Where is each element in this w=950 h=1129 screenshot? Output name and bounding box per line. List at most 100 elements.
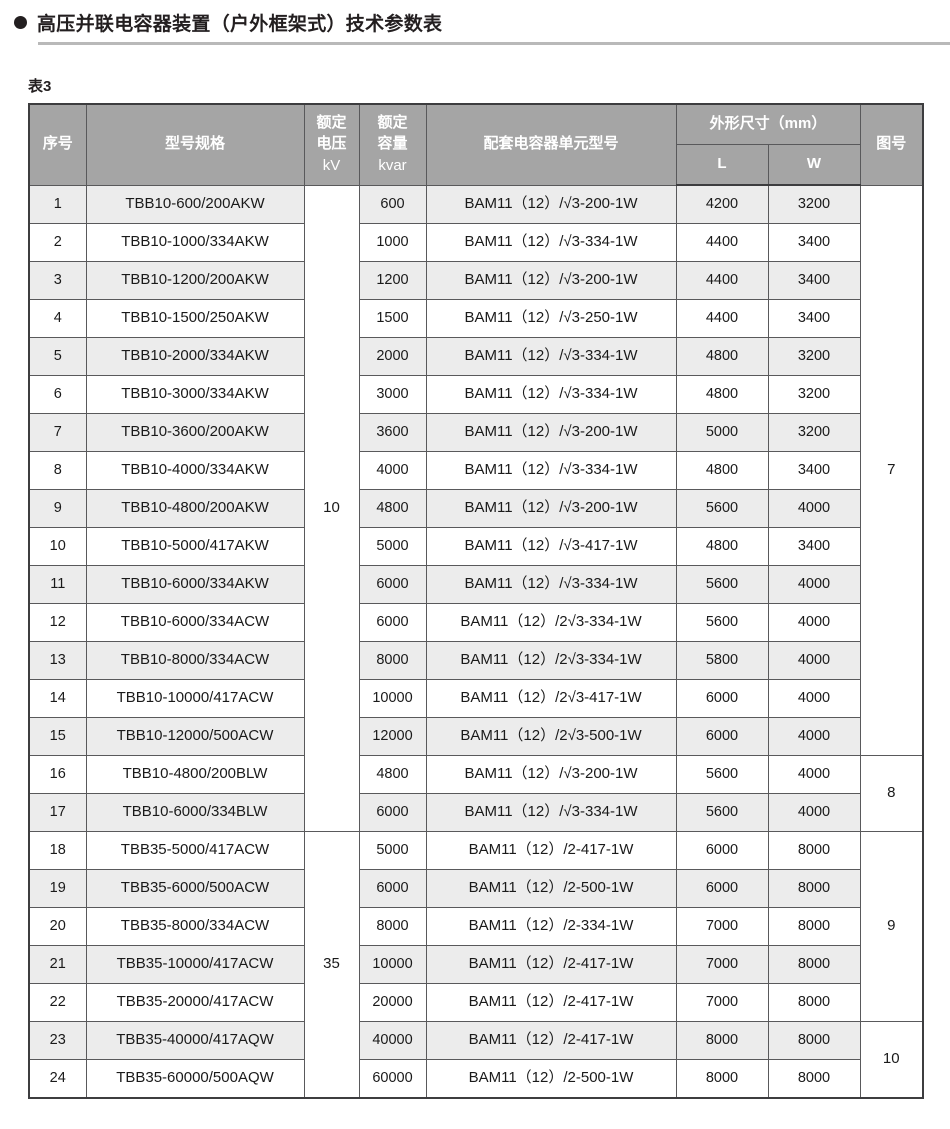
cell-index: 7 bbox=[28, 412, 87, 452]
cell-index: 5 bbox=[28, 336, 87, 376]
table-row: 2 TBB10-1000/334AKW 1000 BAM11（12）/√3-334-1… bbox=[28, 222, 923, 262]
cell-dim-l: 4400 bbox=[675, 260, 769, 300]
cell-model: TBB35-60000/500AQW bbox=[85, 1058, 305, 1098]
cell-rated-capacity: 10000 bbox=[358, 944, 427, 984]
cell-model: TBB10-3600/200AKW bbox=[85, 412, 305, 452]
cell-rated-capacity: 5000 bbox=[358, 526, 427, 566]
cell-unit-model: BAM11（12）/2-417-1W bbox=[425, 982, 677, 1022]
cell-model: TBB10-12000/500ACW bbox=[85, 716, 305, 756]
cell-rated-capacity: 10000 bbox=[358, 678, 427, 718]
cell-dim-w: 8000 bbox=[767, 982, 861, 1022]
cell-model: TBB10-4800/200BLW bbox=[85, 754, 305, 794]
cell-index: 15 bbox=[28, 716, 87, 756]
table-row: 23 TBB35-40000/417AQW 40000 BAM11（12）/2-417… bbox=[28, 1020, 924, 1098]
cell-index: 9 bbox=[28, 488, 87, 528]
cell-unit-model: BAM11（12）/2√3-334-1W bbox=[425, 640, 677, 680]
cell-dim-w: 4000 bbox=[767, 640, 861, 680]
cell-unit-model: BAM11（12）/2-500-1W bbox=[425, 868, 677, 908]
table-row: 4 TBB10-1500/250AKW 1500 BAM11（12）/√3-250-1… bbox=[28, 298, 923, 338]
cell-rated-capacity: 20000 bbox=[358, 982, 427, 1022]
cell-unit-model: BAM11（12）/2√3-417-1W bbox=[425, 678, 677, 718]
cell-rated-capacity: 1500 bbox=[358, 298, 427, 338]
cell-dim-l: 5600 bbox=[675, 754, 769, 794]
cell-index: 2 bbox=[28, 222, 87, 262]
cell-model: TBB10-3000/334AKW bbox=[85, 374, 305, 414]
table-row: 13 TBB10-8000/334ACW 8000 BAM11（12）/2√3-334… bbox=[28, 640, 923, 680]
cell-rated-capacity: 6000 bbox=[358, 792, 427, 832]
cell-rated-capacity: 4000 bbox=[358, 450, 427, 490]
cell-unit-model: BAM11（12）/2√3-500-1W bbox=[425, 716, 677, 756]
cell-rated-capacity: 8000 bbox=[358, 906, 427, 946]
cell-unit-model: BAM11（12）/2-500-1W bbox=[425, 1058, 677, 1098]
cell-dim-l: 6000 bbox=[675, 868, 769, 908]
cell-model: TBB35-10000/417ACW bbox=[85, 944, 305, 984]
table-row: 5 TBB10-2000/334AKW 2000 BAM11（12）/√3-334-1… bbox=[28, 336, 923, 376]
cell-dim-l: 4200 bbox=[675, 184, 769, 224]
table-row: 7 TBB10-3600/200AKW 3600 BAM11（12）/√3-200-1… bbox=[28, 412, 923, 452]
cell-index: 10 bbox=[28, 526, 87, 566]
table-row: 22 TBB35-20000/417ACW 20000 BAM11（12）/2-417… bbox=[28, 982, 923, 1022]
cell-unit-model: BAM11（12）/√3-417-1W bbox=[425, 526, 677, 566]
cell-index: 12 bbox=[28, 602, 87, 642]
cell-dim-l: 7000 bbox=[675, 982, 769, 1022]
cell-dim-w: 3200 bbox=[767, 412, 861, 452]
cell-dim-l: 6000 bbox=[675, 830, 769, 870]
cell-unit-model: BAM11（12）/√3-334-1W bbox=[425, 336, 677, 376]
col-header-unit-model: 配套电容器单元型号 bbox=[425, 103, 677, 186]
cell-dim-w: 3400 bbox=[767, 260, 861, 300]
cell-dim-l: 8000 bbox=[675, 1020, 769, 1060]
cell-dim-w: 3200 bbox=[767, 184, 861, 224]
cell-drawing-no: 9 bbox=[859, 830, 924, 1022]
cell-dim-l: 7000 bbox=[675, 906, 769, 946]
cell-model: TBB10-4800/200AKW bbox=[85, 488, 305, 528]
table-row: 11 TBB10-6000/334AKW 6000 BAM11（12）/√3-334-… bbox=[28, 564, 923, 604]
col-header-dim-l: L bbox=[675, 144, 769, 186]
cell-model: TBB10-5000/417AKW bbox=[85, 526, 305, 566]
table-row: 12 TBB10-6000/334ACW 6000 BAM11（12）/2√3-334… bbox=[28, 602, 923, 642]
rated-voltage-line1: 额定 bbox=[316, 113, 347, 131]
cell-dim-l: 8000 bbox=[675, 1058, 769, 1098]
cell-model: TBB10-8000/334ACW bbox=[85, 640, 305, 680]
cell-dim-w: 4000 bbox=[767, 564, 861, 604]
cell-dim-w: 3400 bbox=[767, 450, 861, 490]
cell-dim-l: 4800 bbox=[675, 526, 769, 566]
header-divider bbox=[38, 42, 950, 45]
cell-dim-l: 6000 bbox=[675, 678, 769, 718]
table-head: 序号 型号规格 额定 电压 kV 额定 容量 kvar 配套电容 bbox=[28, 103, 924, 186]
cell-index: 3 bbox=[28, 260, 87, 300]
cell-unit-model: BAM11（12）/√3-200-1W bbox=[425, 260, 677, 300]
cell-unit-model: BAM11（12）/√3-200-1W bbox=[425, 488, 677, 528]
cell-model: TBB35-5000/417ACW bbox=[85, 830, 305, 870]
spec-table-container: 序号 型号规格 额定 电压 kV 额定 容量 kvar 配套电容 bbox=[28, 103, 924, 1099]
cell-rated-capacity: 6000 bbox=[358, 602, 427, 642]
cell-model: TBB10-6000/334BLW bbox=[85, 792, 305, 832]
cell-model: TBB10-1000/334AKW bbox=[85, 222, 305, 262]
heading-row: 高压并联电容器装置（户外框架式）技术参数表 bbox=[14, 9, 950, 36]
table-row: 24 TBB35-60000/500AQW 60000 BAM11（12）/2-500… bbox=[28, 1058, 923, 1098]
cell-index: 4 bbox=[28, 298, 87, 338]
cell-model: TBB35-20000/417ACW bbox=[85, 982, 305, 1022]
cell-unit-model: BAM11（12）/2√3-334-1W bbox=[425, 602, 677, 642]
cell-unit-model: BAM11（12）/√3-200-1W bbox=[425, 754, 677, 794]
table-row: 20 TBB35-8000/334ACW 8000 BAM11（12）/2-334-1… bbox=[28, 906, 923, 946]
col-header-dim-w: W bbox=[767, 144, 861, 186]
page-header: 高压并联电容器装置（户外框架式）技术参数表 bbox=[0, 0, 950, 45]
cell-dim-l: 4400 bbox=[675, 298, 769, 338]
col-header-rated-capacity: 额定 容量 kvar bbox=[358, 103, 427, 186]
cell-dim-l: 5600 bbox=[675, 488, 769, 528]
table-row: 1 TBB10-600/200AKW 10 600 BAM11（12）/√3-200-1… bbox=[28, 184, 924, 832]
cell-unit-model: BAM11（12）/√3-334-1W bbox=[425, 374, 677, 414]
col-header-rated-voltage: 额定 电压 kV bbox=[303, 103, 360, 186]
cell-dim-l: 6000 bbox=[675, 716, 769, 756]
cell-dim-w: 3200 bbox=[767, 336, 861, 376]
filled-circle-bullet-icon bbox=[14, 16, 27, 29]
rated-voltage-unit: kV bbox=[322, 157, 341, 175]
col-header-drawing-no: 图号 bbox=[859, 103, 924, 186]
header-row-primary: 序号 型号规格 额定 电压 kV 额定 容量 kvar 配套电容 bbox=[28, 103, 924, 186]
cell-unit-model: BAM11（12）/2-417-1W bbox=[425, 1020, 677, 1060]
cell-rated-capacity: 8000 bbox=[358, 640, 427, 680]
cell-dim-w: 4000 bbox=[767, 716, 861, 756]
cell-index: 16 bbox=[28, 754, 87, 794]
cell-rated-capacity: 1200 bbox=[358, 260, 427, 300]
cell-model: TBB10-1500/250AKW bbox=[85, 298, 305, 338]
